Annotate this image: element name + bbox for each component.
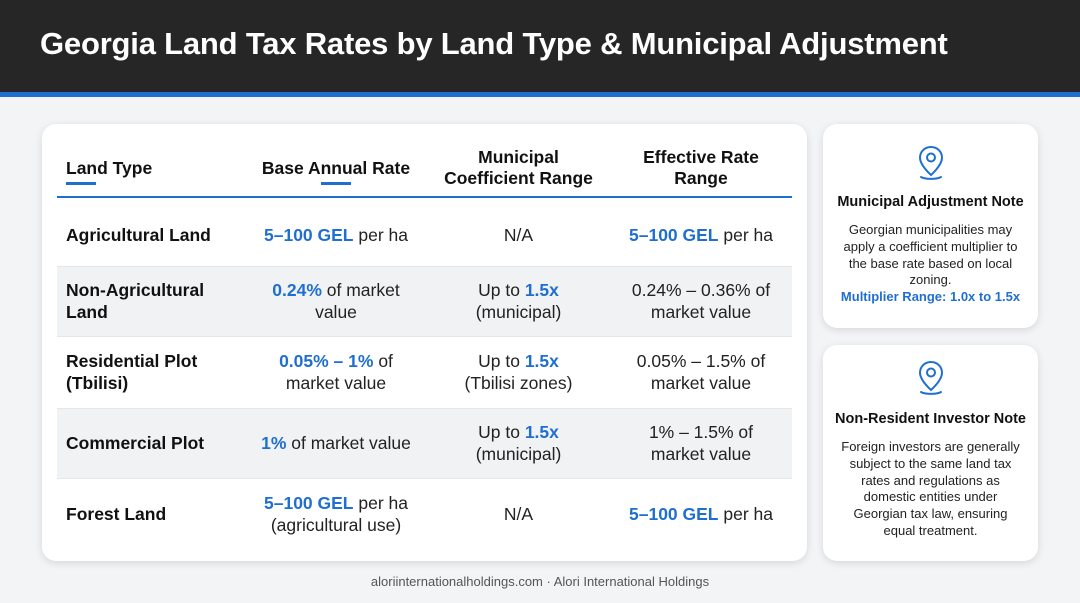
land-type-cell: Agricultural Land [66, 224, 211, 245]
base-rate-cell: 0.24% of market value [272, 280, 400, 322]
header-underline [66, 182, 96, 185]
header-effective-rate: Effective Rate Range [643, 147, 759, 188]
multiplier-range: Multiplier Range: 1.0x to 1.5x [840, 289, 1021, 305]
effective-rate-cell: 5–100 GEL per ha [629, 503, 773, 524]
effective-rate-cell: 0.05% – 1.5% of market value [636, 351, 766, 393]
coefficient-cell: N/A [503, 224, 534, 245]
coefficient-cell: N/A [503, 503, 534, 524]
coefficient-cell: Up to 1.5x (municipal) [475, 422, 562, 464]
base-rate-cell: 0.05% – 1% of market value [279, 351, 393, 393]
table-row: Non-Agricultural Land 0.24% of market valu… [57, 266, 792, 337]
header-land-type: Land Type [66, 157, 153, 178]
header-accent-line [0, 92, 1080, 97]
note-title: Non-Resident Investor Note [835, 411, 1026, 427]
footer-text: aloriinternationalholdings.com · Alori I… [370, 574, 710, 589]
land-type-cell: Commercial Plot [66, 432, 205, 453]
land-type-cell: Forest Land [66, 503, 167, 524]
table-row: Agricultural Land 5–100 GEL per ha N/A 5… [57, 200, 792, 271]
rates-table-card: Land Type Base Annual Rate Municipal Coef… [42, 124, 807, 561]
note-title: Municipal Adjustment Note [837, 194, 1024, 210]
municipal-adjustment-note: Municipal Adjustment Note Georgian munic… [823, 124, 1038, 328]
header-bar [0, 0, 1080, 92]
base-rate-cell: 1% of market value [261, 432, 411, 453]
map-pin-icon [918, 145, 944, 180]
effective-rate-cell: 0.24% – 0.36% of market value [631, 280, 771, 322]
note-body: Foreign investors are generally subject … [841, 439, 1020, 538]
table-row: Commercial Plot 1% of market value Up to… [57, 408, 792, 479]
note-body: Georgian municipalities may apply a coef… [840, 222, 1021, 305]
table-header: Land Type Base Annual Rate Municipal Coef… [57, 140, 792, 198]
non-resident-investor-note: Non-Resident Investor Note Foreign inves… [823, 345, 1038, 561]
header-underline [321, 182, 351, 185]
table-row: Residential Plot (Tbilisi) 0.05% – 1% of m… [57, 337, 792, 408]
land-type-cell: Non-Agricultural Land [66, 280, 205, 322]
coefficient-cell: Up to 1.5x (municipal) [475, 280, 562, 322]
base-rate-cell: 5–100 GEL per ha (agricultural use) [264, 493, 408, 535]
header-coefficient: Municipal Coefficient Range [444, 147, 593, 188]
base-rate-cell: 5–100 GEL per ha [264, 224, 408, 245]
table-row: Forest Land 5–100 GEL per ha (agricultura… [57, 479, 792, 550]
header-base-rate: Base Annual Rate [261, 157, 411, 178]
land-type-cell: Residential Plot (Tbilisi) [66, 351, 198, 393]
effective-rate-cell: 1% – 1.5% of market value [648, 422, 754, 464]
effective-rate-cell: 5–100 GEL per ha [629, 224, 773, 245]
page-title: Georgia Land Tax Rates by Land Type & Mu… [40, 26, 948, 61]
map-pin-icon [918, 360, 944, 395]
coefficient-cell: Up to 1.5x (Tbilisi zones) [464, 351, 573, 393]
